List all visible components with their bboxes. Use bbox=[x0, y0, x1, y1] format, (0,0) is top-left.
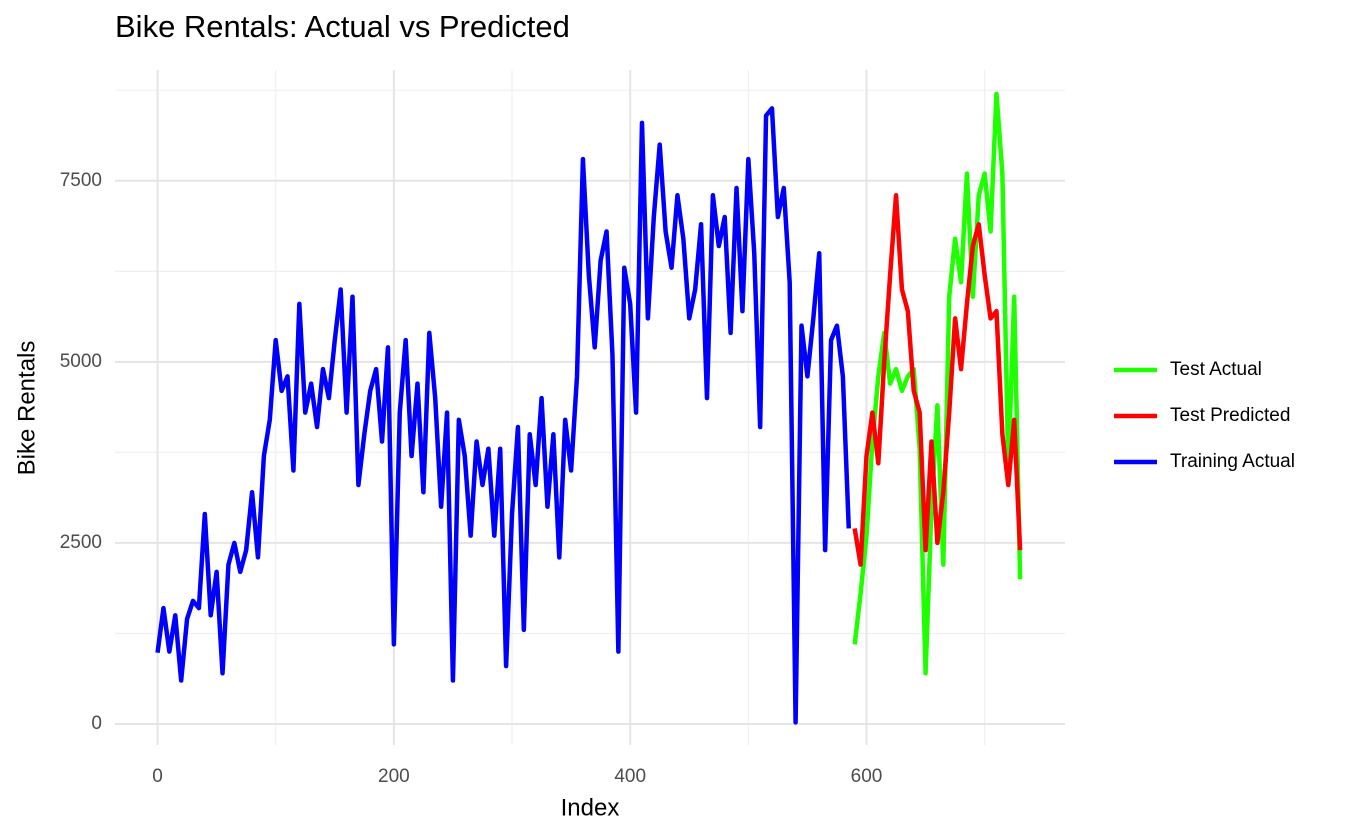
x-axis-title: Index bbox=[561, 794, 620, 821]
grid: 0 200 400 600 0 2500 5000 7500 bbox=[60, 70, 1065, 787]
x-tick-label: 0 bbox=[152, 766, 163, 787]
y-tick-label: 0 bbox=[91, 713, 102, 734]
line-series bbox=[852, 91, 1023, 676]
x-tick-label: 200 bbox=[378, 766, 410, 787]
y-axis-title: Bike Rentals bbox=[13, 341, 40, 476]
line-series bbox=[155, 106, 852, 725]
y-tick-label: 2500 bbox=[60, 532, 102, 553]
y-tick-label: 5000 bbox=[60, 351, 102, 372]
legend-label: Test Actual bbox=[1170, 359, 1262, 380]
x-tick-label: 600 bbox=[851, 766, 883, 787]
y-tick-label: 7500 bbox=[60, 170, 102, 191]
plot-area bbox=[155, 91, 1023, 725]
chart-title: Bike Rentals: Actual vs Predicted bbox=[115, 9, 570, 44]
line-series bbox=[852, 193, 1023, 567]
x-tick-label: 400 bbox=[614, 766, 646, 787]
legend-label: Test Predicted bbox=[1170, 405, 1290, 426]
legend: Test Actual Test Predicted Training Actual bbox=[1114, 359, 1295, 472]
legend-label: Training Actual bbox=[1170, 451, 1295, 472]
